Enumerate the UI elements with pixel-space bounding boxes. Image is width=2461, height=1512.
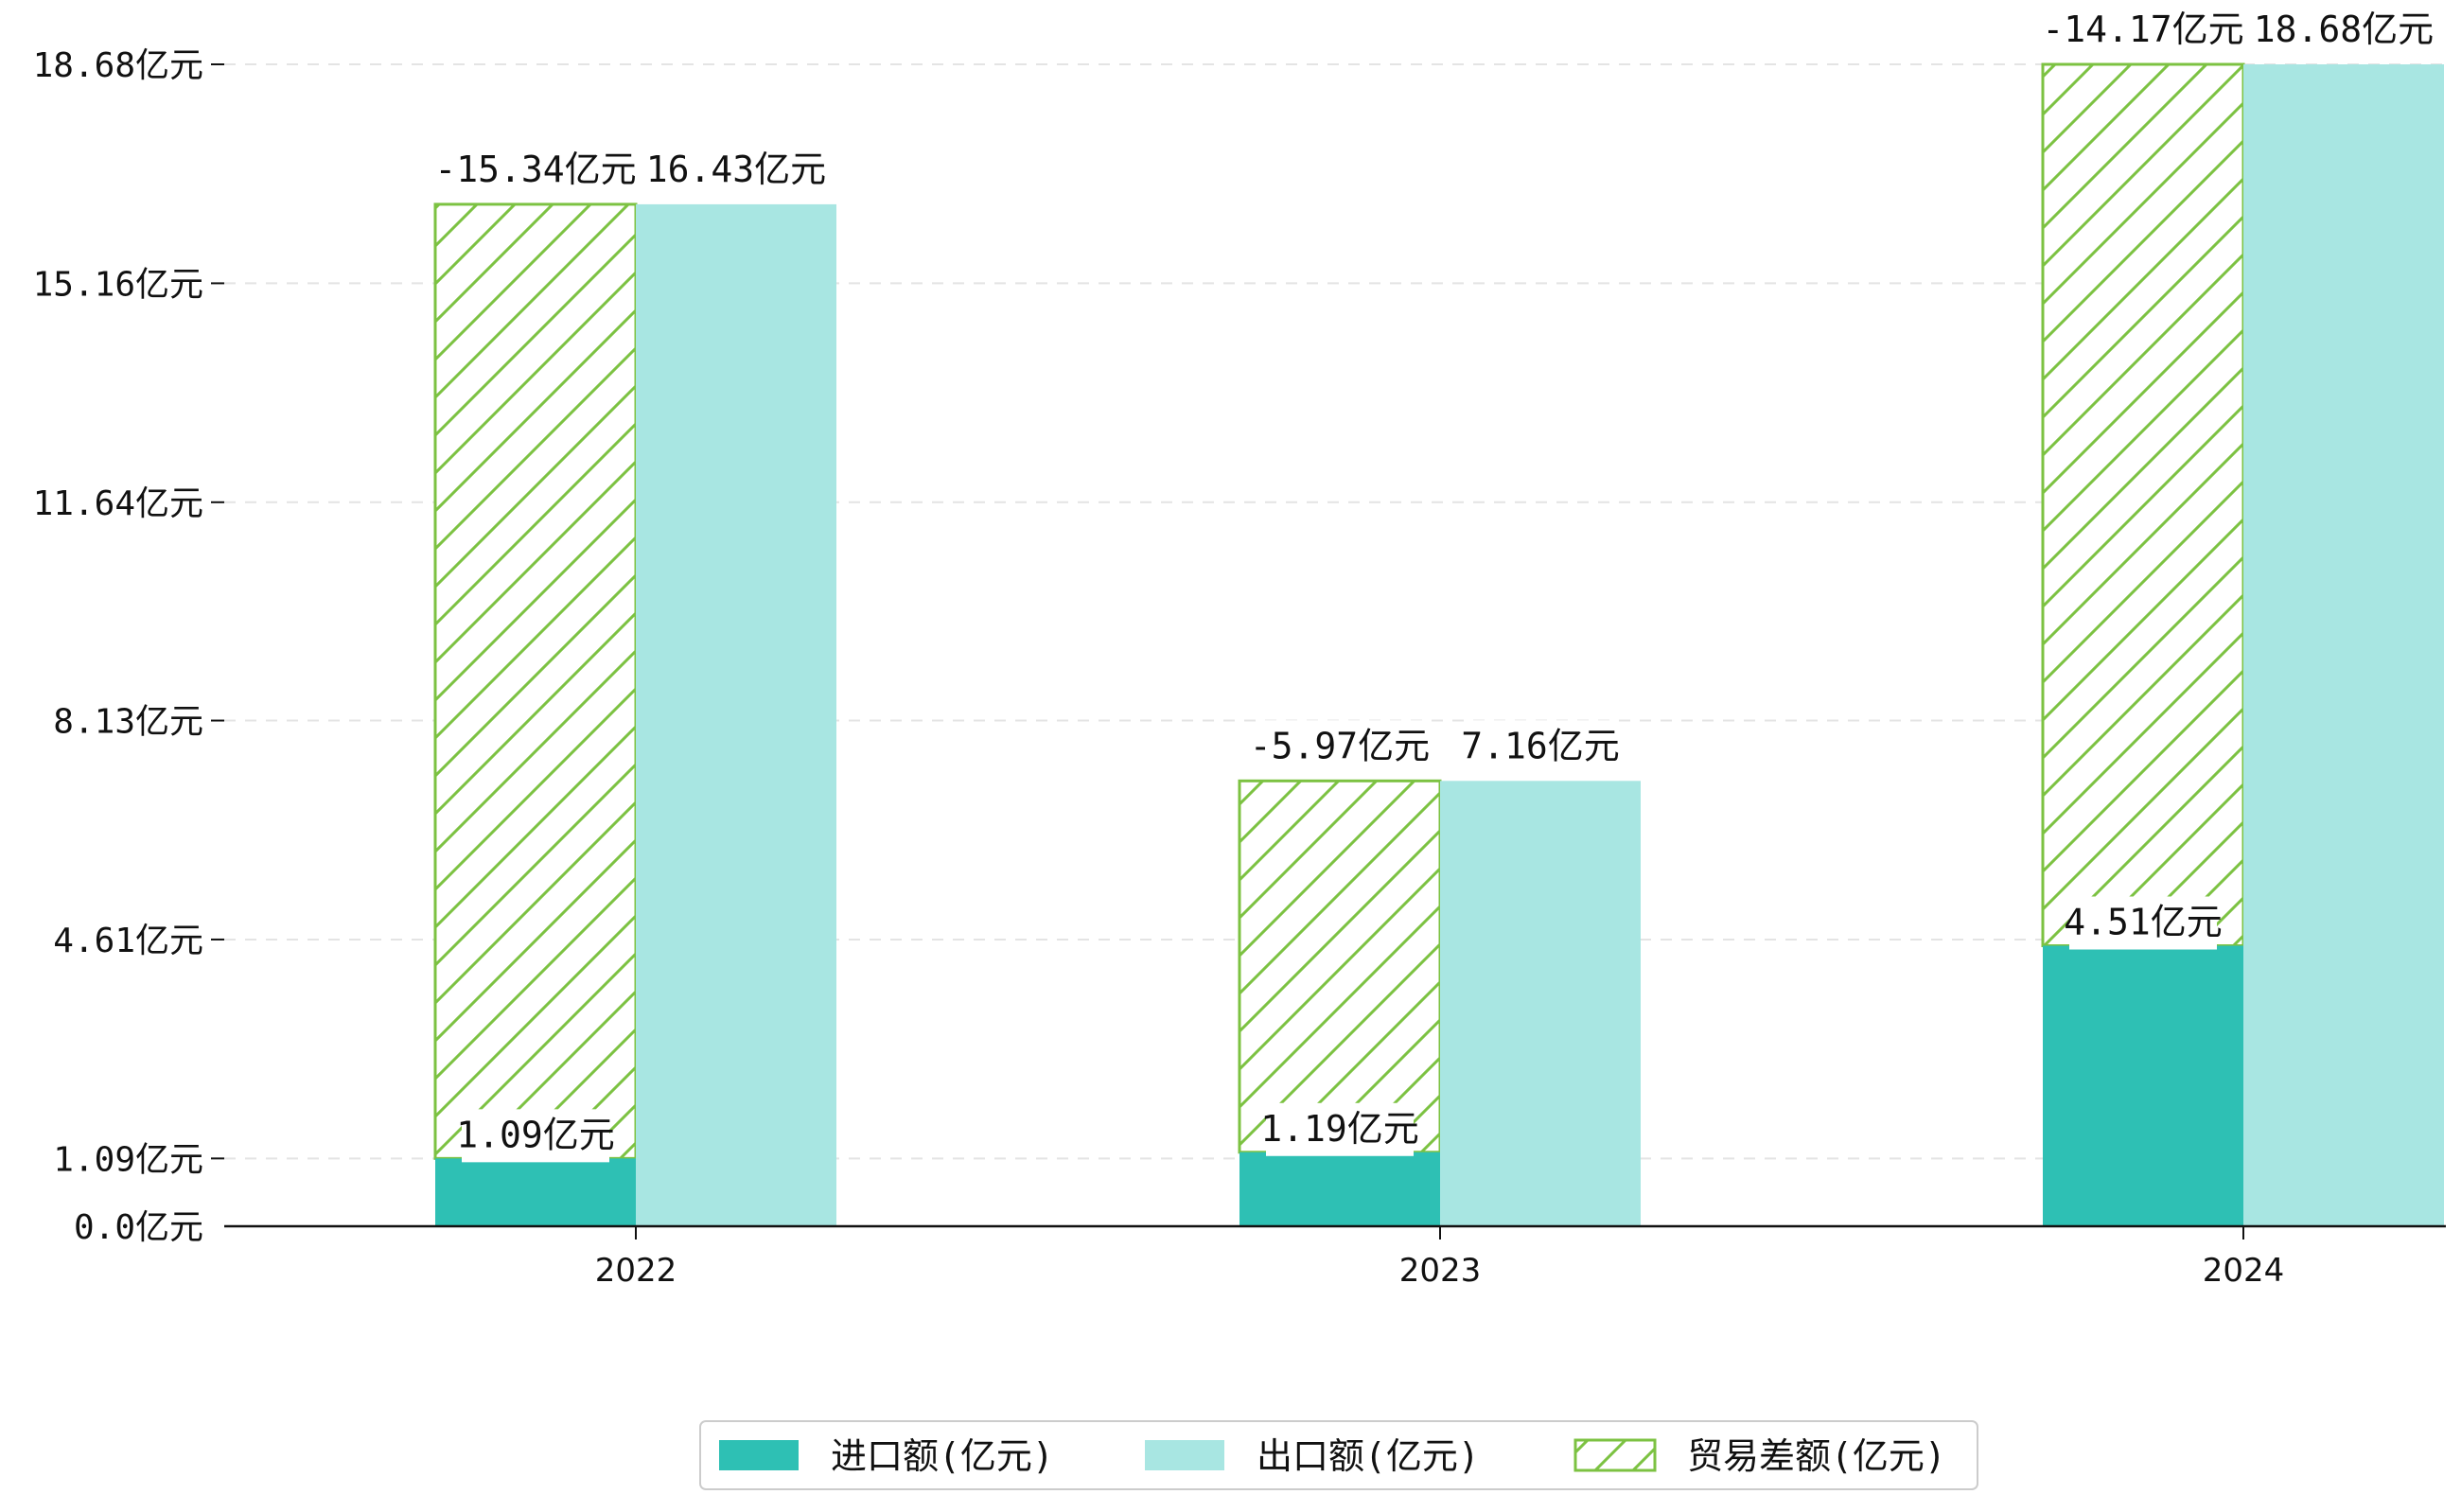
- import-bar: [1239, 1152, 1440, 1226]
- y-tick-label: 1.09亿元: [53, 1140, 203, 1179]
- legend-item-import-label: 进口额(亿元): [831, 1435, 1054, 1477]
- export-bar: [2243, 64, 2444, 1226]
- legend-item-export-label: 出口额(亿元): [1257, 1435, 1480, 1477]
- legend-item-balance-label: 贸易差额(亿元): [1687, 1435, 1946, 1477]
- balance-value-label: -14.17亿元: [2042, 9, 2243, 50]
- legend-box: [699, 1420, 1978, 1490]
- import-value-label-bg: [1266, 1102, 1414, 1156]
- y-tick-label: 0.0亿元: [74, 1208, 203, 1247]
- legend-item-balance-swatch: [1573, 1438, 1657, 1472]
- import-value-label-bg: [2069, 896, 2217, 950]
- import-bar: [2043, 945, 2243, 1226]
- balance-bar: [2041, 62, 2245, 948]
- balance-value-label: -5.97亿元: [1250, 725, 1430, 766]
- x-tick-label: 2024: [2203, 1252, 2285, 1290]
- balance-bar: [433, 202, 638, 1160]
- balance-value-label: -15.34亿元: [434, 149, 636, 190]
- axes: 0.0亿元 1.09亿元 4.61亿元 8.13亿元 11.64亿元 15.16亿元 18.…: [33, 46, 2446, 1290]
- import-value-label: 1.19亿元: [1260, 1108, 1419, 1150]
- y-tick-label: 8.13亿元: [53, 703, 203, 742]
- y-tick-label: 18.68亿元: [33, 46, 203, 85]
- y-tick-label: 11.64亿元: [33, 484, 203, 523]
- balance-value-label-bg: [1256, 720, 1424, 774]
- legend: 进口额(亿元) 出口额(亿元) 贸易差额(亿元): [699, 1420, 1978, 1490]
- import-bar: [435, 1158, 636, 1226]
- export-value-label-bg: [652, 143, 820, 197]
- y-tick-label: 4.61亿元: [53, 922, 203, 960]
- export-value-label: 7.16亿元: [1461, 725, 1620, 766]
- export-bar: [636, 203, 836, 1226]
- balance-bar: [1238, 779, 1442, 1154]
- import-value-label: 4.51亿元: [2064, 902, 2223, 943]
- export-value-label: 18.68亿元: [2254, 9, 2434, 50]
- export-value-label: 16.43亿元: [646, 149, 826, 190]
- export-value-label-bg: [2259, 4, 2428, 57]
- balance-value-label-bg: [2048, 4, 2238, 57]
- legend-item-export-swatch: [1145, 1440, 1224, 1470]
- legend-item-import-swatch: [719, 1440, 799, 1470]
- x-tick-label: 2023: [1399, 1252, 1482, 1290]
- bars-layer: [433, 62, 2444, 1226]
- export-bar: [1440, 781, 1641, 1226]
- import-value-label-bg: [462, 1109, 609, 1163]
- y-tick-label: 15.16亿元: [33, 265, 203, 304]
- import-value-label: 1.09亿元: [456, 1114, 615, 1155]
- x-tick-label: 2022: [595, 1252, 677, 1290]
- balance-value-label-bg: [441, 143, 630, 197]
- export-value-label-bg: [1467, 720, 1614, 774]
- data-labels-layer: 1.09亿元 16.43亿元-15.34亿元 1.19亿元 7.16亿元 -5.97亿元…: [434, 4, 2434, 1163]
